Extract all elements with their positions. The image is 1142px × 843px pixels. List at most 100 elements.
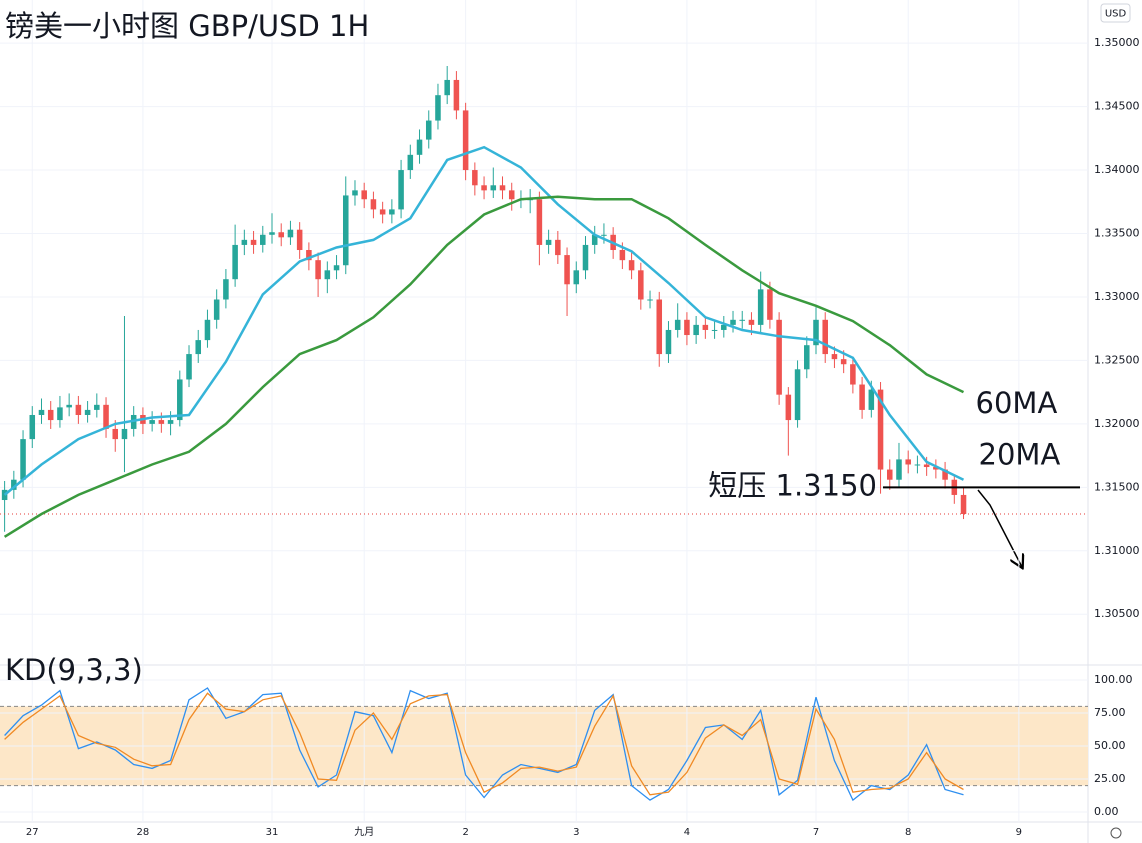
- candle-body: [186, 354, 192, 380]
- candle-body: [75, 404, 82, 415]
- candle-body: [905, 459, 911, 465]
- x-tick-label: 27: [26, 827, 39, 838]
- candle-body: [684, 319, 690, 336]
- currency: USD: [1105, 9, 1127, 20]
- line: [3, 145, 965, 496]
- candle-body: [241, 239, 248, 245]
- annotation: 短压 1.3150: [708, 468, 877, 502]
- y-tick-label: 1.34500: [1094, 100, 1140, 113]
- candle-body: [804, 345, 810, 370]
- candle-body: [11, 479, 17, 490]
- indicator-title: KD(9,3,3): [5, 653, 143, 687]
- candle-body: [693, 324, 699, 336]
- candle-body: [711, 329, 718, 331]
- candle-body: [407, 154, 414, 171]
- candle-body: [564, 255, 570, 285]
- candle-body: [757, 289, 764, 325]
- candle-body: [674, 319, 681, 330]
- candle-body: [831, 354, 838, 360]
- candle-body: [960, 494, 967, 514]
- candle-body: [416, 139, 423, 155]
- candle-body: [923, 464, 930, 468]
- candle-body: [29, 414, 36, 440]
- series-label: 60MA: [976, 386, 1058, 420]
- y-tick-label: 100.00: [1094, 673, 1133, 686]
- candle-body: [739, 319, 746, 321]
- line: [4, 687, 964, 802]
- candle-body: [361, 190, 367, 200]
- candle-body: [794, 369, 801, 421]
- candle-body: [66, 404, 72, 408]
- candle-body: [324, 270, 331, 280]
- candle-body: [1, 489, 8, 501]
- candle-body: [536, 199, 543, 245]
- y-tick-label: 1.35000: [1094, 36, 1140, 49]
- candle-body: [877, 389, 884, 470]
- series-label: 20MA: [979, 438, 1061, 472]
- x-tick-label: 九月: [354, 826, 374, 838]
- candle-body: [389, 209, 395, 215]
- candle-body: [472, 170, 478, 186]
- x-tick-label: 9: [1016, 827, 1022, 838]
- candle-body: [435, 95, 441, 121]
- x-tick-label: 31: [266, 827, 279, 838]
- candle-body: [232, 244, 238, 280]
- candle-body: [822, 319, 828, 355]
- candle-body: [57, 407, 63, 421]
- candle-body: [591, 234, 598, 245]
- y-tick-label: 1.32000: [1094, 417, 1140, 430]
- candle-body: [204, 319, 211, 341]
- candle-body: [315, 260, 321, 280]
- candle-body: [278, 232, 284, 238]
- candle-body: [250, 239, 257, 245]
- candle-body: [38, 409, 45, 415]
- y-tick-label: 1.33000: [1094, 290, 1140, 303]
- candle-body: [379, 209, 386, 215]
- x-tick-label: 28: [137, 827, 150, 838]
- candle-body: [223, 279, 229, 300]
- candle-body: [342, 195, 349, 266]
- candle-body: [767, 289, 773, 320]
- candle-body: [730, 319, 736, 325]
- y-tick-label: 1.32500: [1094, 353, 1140, 366]
- candle-body: [158, 420, 165, 424]
- candle-body: [508, 190, 515, 200]
- candle-body: [177, 379, 183, 421]
- candle-body: [20, 439, 26, 480]
- candle-body: [370, 199, 377, 210]
- candle-body: [333, 265, 340, 271]
- candle-body: [813, 319, 819, 346]
- y-tick-label: 0.00: [1094, 805, 1119, 818]
- candle-body: [462, 110, 469, 171]
- candle-body: [656, 299, 663, 355]
- candle-body: [213, 299, 220, 320]
- candle-body: [47, 409, 54, 421]
- line: [4, 692, 964, 796]
- candle-body: [444, 79, 450, 96]
- candle-body: [112, 428, 119, 440]
- candle-body: [914, 464, 921, 466]
- candle-body: [130, 414, 137, 429]
- candle-body: [490, 185, 497, 191]
- candle-body: [545, 239, 552, 245]
- candle-body: [573, 270, 580, 285]
- candle-body: [601, 234, 607, 236]
- candle-body: [647, 299, 653, 301]
- y-tick-label: 1.31000: [1094, 544, 1140, 557]
- candle-body: [638, 270, 644, 300]
- candle-body: [942, 469, 948, 480]
- candle-body: [859, 384, 865, 410]
- candle-body: [453, 79, 460, 111]
- candle-body: [269, 232, 275, 235]
- candle-body: [868, 389, 875, 410]
- candle-body: [398, 170, 404, 210]
- line: [3, 195, 965, 538]
- candle-body: [84, 409, 91, 415]
- currency-box: [1100, 3, 1131, 23]
- y-tick-label: 1.34000: [1094, 163, 1140, 176]
- candle-body: [103, 404, 109, 429]
- settings-icon[interactable]: [1110, 827, 1122, 839]
- candle-body: [665, 329, 672, 355]
